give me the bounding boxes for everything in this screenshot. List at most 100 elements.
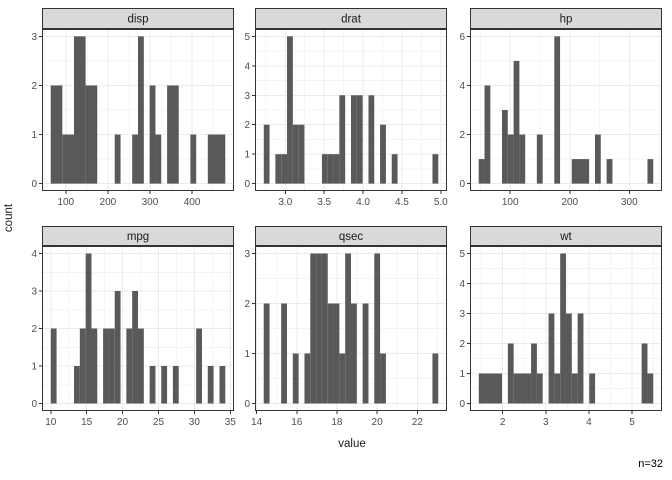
histogram-bar xyxy=(292,353,299,404)
y-tick-label: 2 xyxy=(244,299,250,310)
y-tick-label: 0 xyxy=(31,179,37,190)
x-tick-label: 100 xyxy=(502,197,519,208)
histogram-bar xyxy=(432,154,439,184)
histogram-bar xyxy=(380,124,386,184)
histogram-bar xyxy=(351,303,357,404)
histogram-bar xyxy=(380,353,386,404)
histogram-bar xyxy=(641,343,648,404)
x-tick-label: 4 xyxy=(586,417,592,428)
facet-disp: disp 100 200 300 400 0 1 2 3 xyxy=(31,8,234,208)
histogram-bar xyxy=(207,134,226,184)
histogram-bar xyxy=(207,366,214,404)
y-tick-label: 5 xyxy=(459,249,465,260)
panel-border xyxy=(470,246,662,411)
histogram-bar xyxy=(432,353,439,404)
y-tick-label: 4 xyxy=(31,249,37,260)
x-tick-label: 400 xyxy=(184,197,201,208)
y-tick-label: 2 xyxy=(244,120,250,131)
x-tick-label: 15 xyxy=(81,417,93,428)
y-tick-label: 1 xyxy=(31,130,37,141)
y-tick-label: 3 xyxy=(244,91,250,102)
histogram-bar xyxy=(571,159,590,184)
y-tick-label: 1 xyxy=(459,369,465,380)
y-tick-label: 1 xyxy=(244,150,250,161)
x-tick-label: 18 xyxy=(331,417,343,428)
facet-strip xyxy=(470,8,662,29)
y-tick-label: 0 xyxy=(244,179,250,190)
y-tick-label: 3 xyxy=(244,249,250,260)
histogram-bar xyxy=(137,36,144,184)
histogram-bar xyxy=(62,134,74,184)
histogram-bar xyxy=(333,303,340,404)
x-tick-label: 30 xyxy=(189,417,201,428)
histogram-bar xyxy=(50,328,57,404)
facet-qsec: qsec 14 16 18 20 22 0 1 2 3 xyxy=(244,226,447,428)
facet-strip xyxy=(42,226,234,246)
histogram-bar xyxy=(594,134,601,184)
histogram-bar xyxy=(577,313,584,404)
histogram-bar xyxy=(554,36,561,184)
histogram-bar xyxy=(79,328,86,404)
histogram-bar xyxy=(647,373,654,404)
panel-border xyxy=(42,246,234,411)
histogram-bar xyxy=(132,291,138,404)
x-tick-label: 200 xyxy=(561,197,578,208)
histogram-bar xyxy=(219,366,226,404)
y-tick-label: 3 xyxy=(31,32,37,43)
panel-border xyxy=(255,246,447,411)
histogram-bar xyxy=(589,373,596,404)
histogram-bar xyxy=(138,328,144,404)
facet-strip-label: disp xyxy=(127,14,148,26)
histogram-bar xyxy=(196,328,202,404)
x-tick-label: 20 xyxy=(372,417,384,428)
histogram-bar xyxy=(149,366,156,404)
histogram-bar xyxy=(263,303,270,404)
x-tick-label: 5.0 xyxy=(434,197,448,208)
histogram-bar xyxy=(536,134,543,184)
histogram-bar xyxy=(287,36,293,184)
histogram-bar xyxy=(114,291,121,404)
y-tick-label: 2 xyxy=(459,130,465,141)
y-tick-label: 4 xyxy=(244,61,250,72)
histogram-bar xyxy=(362,303,369,404)
histogram-bar xyxy=(108,328,115,404)
histogram-bar xyxy=(73,36,86,184)
histogram-bar xyxy=(571,373,578,404)
histogram-bar xyxy=(263,124,270,184)
x-tick-label: 22 xyxy=(412,417,424,428)
histogram-bar xyxy=(281,303,288,404)
facet-strip-label: hp xyxy=(560,14,573,26)
histogram-bar xyxy=(292,124,299,184)
histogram-bar xyxy=(565,313,572,404)
histogram-bar xyxy=(333,154,340,184)
panel-border xyxy=(42,29,234,191)
histogram-bar xyxy=(321,253,328,404)
histogram-bar xyxy=(155,134,162,184)
histogram-bar xyxy=(391,154,398,184)
facet-hp: hp 100 200 300 0 2 4 6 xyxy=(459,8,662,208)
y-tick-label: 4 xyxy=(459,279,465,290)
histogram-bar xyxy=(103,328,109,404)
histogram-bar xyxy=(507,134,514,184)
histogram-bar xyxy=(298,124,305,184)
x-tick-label: 4.0 xyxy=(356,197,370,208)
histogram-bar xyxy=(310,253,317,404)
histogram-bar xyxy=(606,159,613,184)
histogram-bar xyxy=(167,85,179,184)
y-tick-label: 0 xyxy=(244,399,250,410)
y-tick-label: 3 xyxy=(459,309,465,320)
histogram-bar xyxy=(507,343,514,404)
x-tick-label: 4.5 xyxy=(395,197,409,208)
histogram-bar xyxy=(126,328,133,404)
facet-strip-label: drat xyxy=(341,14,362,26)
facet-drat: drat 3.0 3.5 4.0 4.5 5.0 0 1 2 3 4 5 xyxy=(244,8,448,208)
histogram-bar xyxy=(356,95,363,184)
histogram-bar xyxy=(149,85,156,184)
y-tick-label: 0 xyxy=(459,179,465,190)
panel-border xyxy=(470,29,662,191)
y-tick-label: 0 xyxy=(459,399,465,410)
facet-strip-label: qsec xyxy=(339,231,364,243)
x-tick-label: 200 xyxy=(100,197,117,208)
facet-mpg: mpg 10 15 20 25 30 35 0 1 2 3 4 xyxy=(31,226,236,428)
